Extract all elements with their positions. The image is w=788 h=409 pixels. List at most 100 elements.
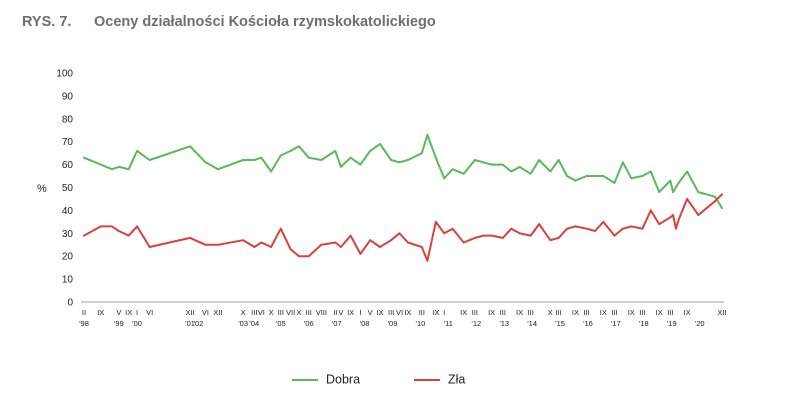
data-point-zla (677, 218, 680, 221)
figure-title-text: Oceny działalności Kościoła rzymskokatol… (94, 14, 436, 30)
x-tick-month-label: IX (684, 308, 691, 317)
data-point-zla (474, 237, 476, 239)
x-tick-month-label: III (528, 308, 534, 317)
data-point-dobra (482, 161, 485, 164)
data-point-zla (270, 246, 272, 248)
data-point-dobra (675, 186, 677, 189)
data-point-dobra (451, 168, 454, 171)
y-tick-label: 10 (62, 275, 74, 286)
data-point-zla (630, 225, 633, 228)
x-tick-year-label: '15 (555, 319, 565, 328)
data-point-dobra (585, 175, 588, 177)
data-point-zla (613, 234, 616, 237)
x-tick-month-label: X (269, 308, 274, 317)
figure-number: RYS. 7. (22, 14, 72, 30)
data-point-zla (136, 225, 139, 228)
data-point-zla (649, 209, 652, 212)
data-point-zla (260, 241, 263, 244)
y-tick-label: 30 (62, 229, 74, 240)
data-point-zla (204, 243, 207, 246)
x-tick-year-label: '02 (194, 319, 204, 328)
data-point-zla (672, 214, 674, 216)
x-tick-month-label: VIII (316, 308, 327, 317)
data-point-zla (118, 230, 120, 232)
data-point-dobra (127, 168, 130, 171)
x-tick-year-label: '16 (583, 319, 593, 328)
data-point-zla (307, 255, 310, 258)
y-tick-label: 50 (62, 183, 74, 194)
data-point-dobra (443, 177, 446, 180)
x-tick-month-label: I (136, 308, 138, 317)
data-point-zla (574, 225, 577, 228)
x-tick-month-label: X (241, 308, 246, 317)
figure-title: RYS. 7. Oceny działalności Kościoła rzyms… (22, 14, 436, 30)
data-point-dobra (148, 159, 151, 161)
data-point-zla (434, 221, 437, 223)
x-tick-month-label: III (556, 308, 562, 317)
y-tick-label: 40 (62, 206, 74, 217)
data-point-dobra (672, 191, 674, 194)
data-point-dobra (697, 191, 700, 194)
x-tick-month-label: V (338, 308, 343, 317)
x-tick-year-label: '05 (276, 319, 286, 328)
data-point-dobra (279, 154, 282, 157)
data-point-zla (334, 241, 337, 244)
x-tick-year-label: '12 (471, 319, 481, 328)
data-point-zla (340, 246, 342, 248)
legend-swatch-dobra (292, 378, 318, 381)
y-tick-label: 70 (62, 137, 74, 148)
data-point-zla (359, 253, 362, 255)
x-tick-year-label: '06 (304, 319, 314, 328)
data-point-dobra (549, 170, 552, 173)
data-point-zla (398, 232, 401, 235)
data-point-dobra (677, 182, 680, 184)
data-point-zla (622, 227, 624, 230)
data-point-zla (320, 243, 323, 246)
x-tick-month-label: III (306, 308, 312, 317)
legend-item-zla: Zła (414, 372, 465, 387)
data-point-dobra (320, 159, 323, 161)
data-point-dobra (407, 159, 409, 161)
x-tick-month-label: VI (396, 308, 403, 317)
x-tick-year-label: '00 (132, 319, 142, 328)
data-point-dobra (649, 170, 652, 173)
x-tick-month-label: III (639, 308, 645, 317)
x-tick-month-label: II (82, 308, 86, 317)
x-tick-year-label: '14 (527, 319, 537, 328)
data-point-dobra (641, 175, 644, 177)
data-point-dobra (462, 172, 465, 175)
data-point-dobra (434, 156, 437, 159)
x-tick-year-label: '98 (79, 319, 89, 328)
x-tick-month-label: V (116, 308, 121, 317)
data-point-zla (501, 237, 504, 239)
x-tick-year-label: '99 (114, 319, 124, 328)
data-point-dobra (501, 163, 504, 166)
x-tick-year-label: '13 (499, 319, 509, 328)
x-tick-month-label: X (296, 308, 301, 317)
data-point-zla (538, 223, 540, 226)
x-tick-month-label: IX (460, 308, 467, 317)
x-tick-month-label: IX (404, 308, 411, 317)
x-tick-month-label: III (472, 308, 478, 317)
legend-item-dobra: Dobra (292, 372, 360, 387)
data-point-zla (289, 248, 292, 251)
data-point-dobra (602, 175, 605, 177)
x-tick-month-label: VI (258, 308, 265, 317)
data-point-zla (443, 232, 446, 235)
data-point-dobra (99, 163, 102, 166)
y-tick-label: 80 (62, 114, 74, 125)
x-tick-year-label: '11 (444, 319, 453, 328)
data-point-dobra (518, 166, 521, 168)
data-point-zla (451, 227, 454, 230)
x-tick-month-label: XII (213, 308, 222, 317)
data-point-dobra (420, 152, 423, 155)
data-point-zla (253, 246, 256, 248)
data-point-dobra (557, 159, 560, 161)
data-point-dobra (298, 145, 300, 148)
data-point-dobra (253, 159, 256, 161)
x-tick-month-label: II (333, 308, 337, 317)
x-tick-month-label: XII (717, 308, 726, 317)
data-point-dobra (669, 179, 672, 182)
data-point-dobra (490, 163, 493, 166)
